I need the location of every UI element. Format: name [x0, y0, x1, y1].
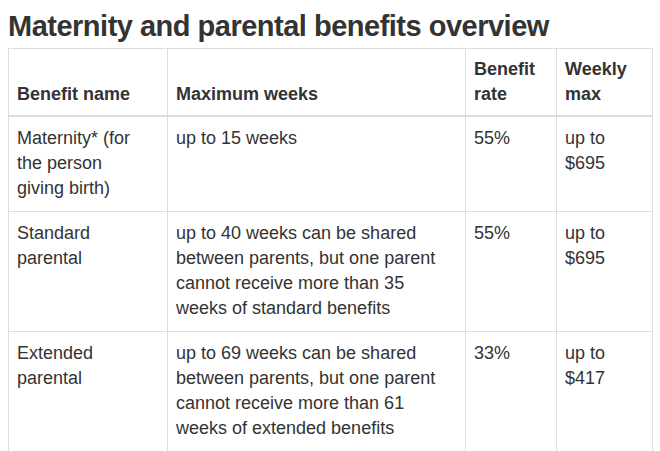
cell-benefit-name: Extended parental [9, 332, 168, 451]
cell-maximum-weeks: up to 69 weeks can be shared between par… [168, 332, 466, 451]
header-row: Benefit name Maximum weeks Benefit rate … [9, 49, 653, 117]
cell-weekly-max: up to $695 [557, 116, 653, 212]
cell-benefit-rate: 55% [466, 116, 557, 212]
page-title: Maternity and parental benefits overview [8, 8, 652, 44]
cell-benefit-name: Standard parental [9, 212, 168, 332]
table-body: Maternity* (for the person giving birth)… [9, 116, 653, 451]
cell-benefit-name: Maternity* (for the person giving birth) [9, 116, 168, 212]
header-maximum-weeks: Maximum weeks [168, 49, 466, 117]
cell-weekly-max: up to $417 [557, 332, 653, 451]
cell-benefit-rate: 55% [466, 212, 557, 332]
table-header: Benefit name Maximum weeks Benefit rate … [9, 49, 653, 117]
header-weekly-max: Weekly max [557, 49, 653, 117]
table-row-extended-parental: Extended parental up to 69 weeks can be … [9, 332, 653, 451]
table-row-standard-parental: Standard parental up to 40 weeks can be … [9, 212, 653, 332]
benefits-table: Benefit name Maximum weeks Benefit rate … [8, 48, 653, 451]
cell-weekly-max: up to $695 [557, 212, 653, 332]
cell-maximum-weeks: up to 40 weeks can be shared between par… [168, 212, 466, 332]
header-benefit-rate: Benefit rate [466, 49, 557, 117]
table-row-maternity: Maternity* (for the person giving birth)… [9, 116, 653, 212]
cell-benefit-rate: 33% [466, 332, 557, 451]
header-benefit-name: Benefit name [9, 49, 168, 117]
cell-maximum-weeks: up to 15 weeks [168, 116, 466, 212]
